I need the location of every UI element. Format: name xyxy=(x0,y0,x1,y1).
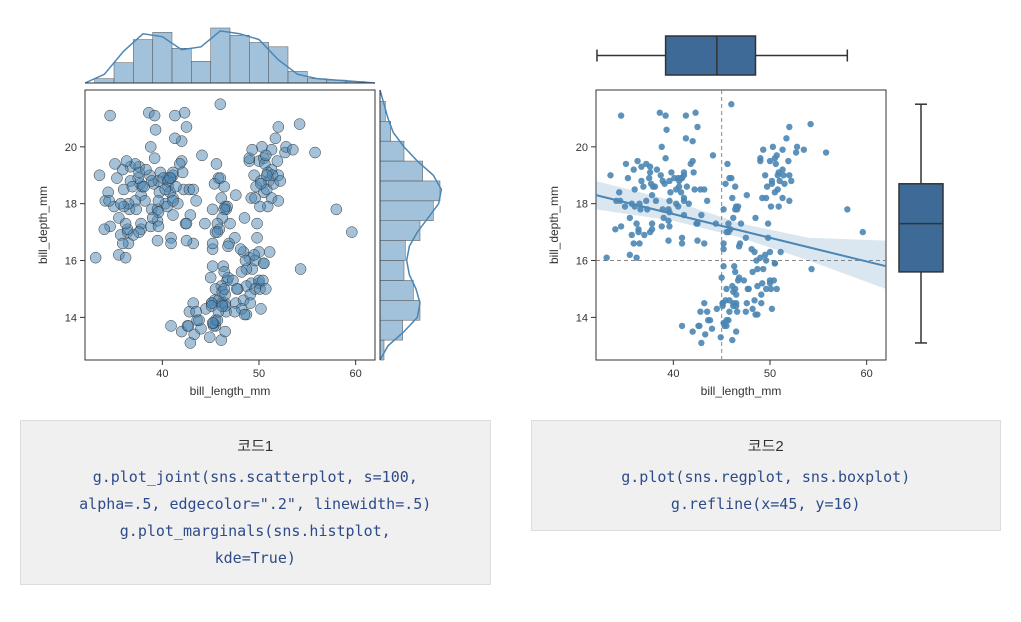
code-line: g.plot_joint(sns.scatterplot, s=100, xyxy=(31,464,480,491)
svg-text:60: 60 xyxy=(350,368,362,380)
svg-text:14: 14 xyxy=(575,312,587,324)
svg-text:60: 60 xyxy=(860,368,872,380)
svg-text:18: 18 xyxy=(575,199,587,211)
jointplot-1: 40 50 60 14 16 18 20 bill_length_mm bill_depth_m… xyxy=(20,20,460,400)
code-line: g.refline(x=45, y=16) xyxy=(542,491,991,518)
svg-text:40: 40 xyxy=(667,368,679,380)
svg-text:bill_length_mm: bill_length_mm xyxy=(700,384,781,398)
svg-text:50: 50 xyxy=(763,368,775,380)
svg-text:20: 20 xyxy=(575,142,587,154)
jointplot-2: 40 50 60 14 16 18 20 bill_length_mm bill_depth_m… xyxy=(531,20,971,400)
code-box-1: 코드1 g.plot_joint(sns.scatterplot, s=100,… xyxy=(20,420,491,585)
figure-container: 40 50 60 14 16 18 20 bill_length_mm bill_depth_m… xyxy=(20,20,1001,585)
svg-text:14: 14 xyxy=(65,312,77,324)
code-box-2: 코드2 g.plot(sns.regplot, sns.boxplot) g.r… xyxy=(531,420,1002,531)
svg-text:40: 40 xyxy=(156,368,168,380)
svg-text:16: 16 xyxy=(575,256,587,268)
svg-text:16: 16 xyxy=(65,256,77,268)
svg-text:50: 50 xyxy=(253,368,265,380)
panel-1: 40 50 60 14 16 18 20 bill_length_mm bill_depth_m… xyxy=(20,20,491,585)
panel-2: 40 50 60 14 16 18 20 bill_length_mm bill_depth_m… xyxy=(531,20,1002,585)
svg-text:18: 18 xyxy=(65,199,77,211)
svg-text:bill_depth_mm: bill_depth_mm xyxy=(547,186,561,264)
code-title-2: 코드2 xyxy=(542,433,991,460)
jointplot-1-svg: 40 50 60 14 16 18 20 bill_length_mm bill_depth_m… xyxy=(20,20,460,400)
code-line: alpha=.5, edgecolor=".2", linewidth=.5) xyxy=(31,491,480,518)
svg-text:bill_length_mm: bill_length_mm xyxy=(190,384,271,398)
svg-text:20: 20 xyxy=(65,142,77,154)
svg-text:bill_depth_mm: bill_depth_mm xyxy=(36,186,50,264)
code-line: g.plot(sns.regplot, sns.boxplot) xyxy=(542,464,991,491)
jointplot-2-svg: 40 50 60 14 16 18 20 bill_length_mm bill_depth_m… xyxy=(531,20,971,400)
code-line: g.plot_marginals(sns.histplot, xyxy=(31,518,480,545)
code-title-1: 코드1 xyxy=(31,433,480,460)
code-line: kde=True) xyxy=(31,545,480,572)
